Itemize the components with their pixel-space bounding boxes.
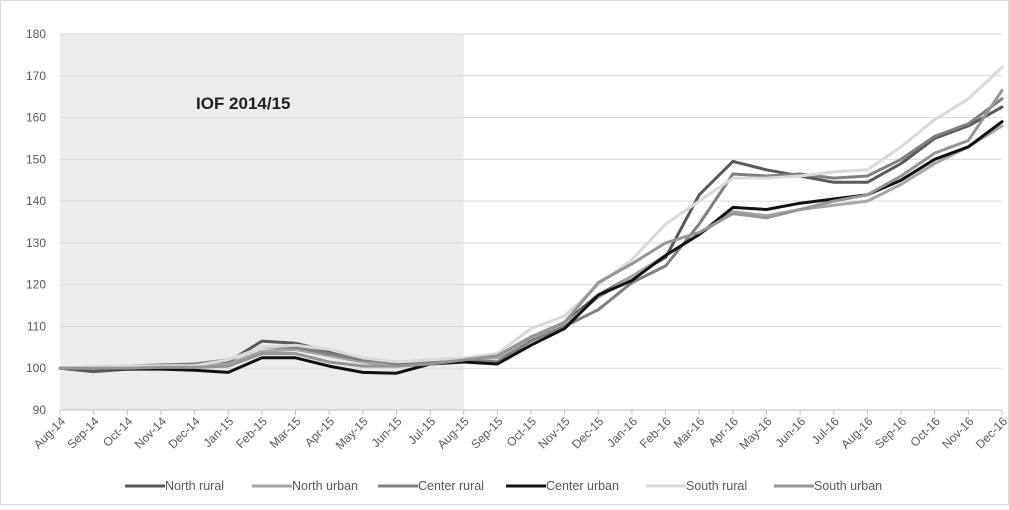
legend-label: North rural: [165, 479, 224, 493]
series-lines: [58, 65, 1004, 375]
y-tick-label: 170: [26, 69, 46, 83]
y-tick-label: 130: [26, 236, 46, 250]
shaded-region-label: IOF 2014/15: [196, 94, 291, 113]
legend-label: South urban: [814, 479, 882, 493]
legend-label: Center rural: [418, 479, 484, 493]
y-tick-label: 180: [26, 27, 46, 41]
legend-label: North urban: [292, 479, 358, 493]
gridlines: [60, 33, 1002, 411]
y-axis-tick-labels: 90 100 110 120 130 140 150 160 170 180: [26, 27, 46, 417]
y-tick-label: 120: [26, 278, 46, 292]
y-tick-label: 140: [26, 194, 46, 208]
y-tick-label: 90: [33, 403, 47, 417]
series-line: [58, 88, 1004, 370]
y-tick-label: 150: [26, 152, 46, 166]
legend-label: South rural: [686, 479, 747, 493]
series-line: [58, 65, 1004, 370]
legend: North rural North urban Center rural Center…: [125, 479, 882, 493]
y-tick-label: 110: [27, 319, 46, 333]
y-tick-label: 100: [26, 361, 46, 375]
legend-label: Center urban: [546, 479, 619, 493]
y-tick-label: 160: [26, 111, 46, 125]
series-line: [58, 124, 1004, 370]
